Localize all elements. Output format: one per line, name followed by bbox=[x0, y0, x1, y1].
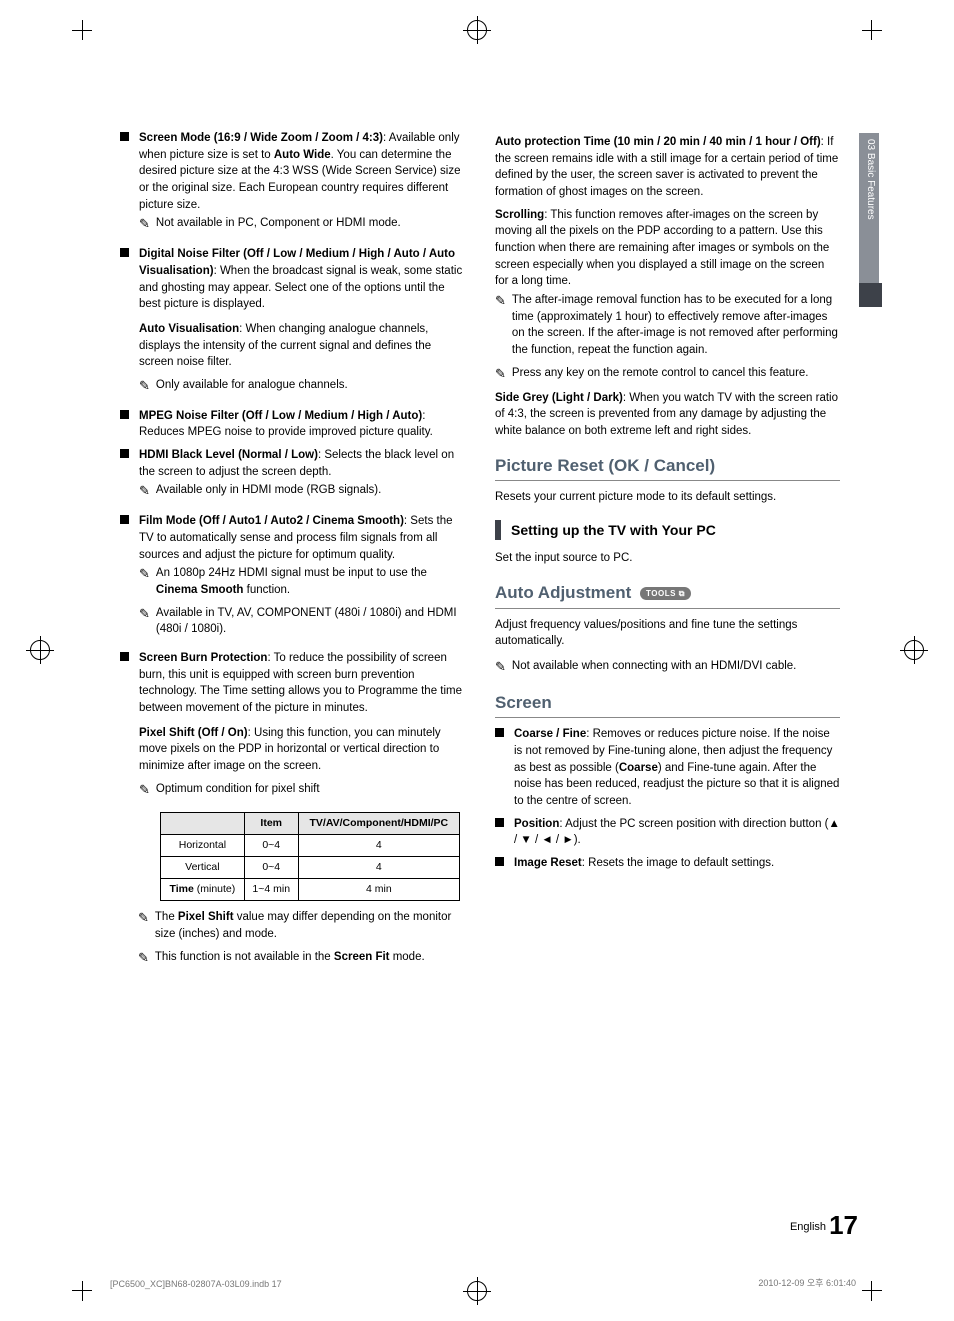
note-icon: ✎ bbox=[495, 658, 506, 677]
sub-title: Pixel Shift (Off / On) bbox=[139, 727, 248, 739]
note-icon: ✎ bbox=[138, 909, 149, 942]
heading-pc-setup: Setting up the TV with Your PC bbox=[495, 520, 840, 540]
item-mpeg: MPEG Noise Filter (Off / Low / Medium / … bbox=[120, 408, 465, 441]
heading-text: Setting up the TV with Your PC bbox=[511, 520, 716, 540]
note-text: The Pixel Shift value may differ dependi… bbox=[155, 909, 465, 942]
heading-picture-reset: Picture Reset (OK / Cancel) bbox=[495, 454, 840, 482]
table-cell: 0~4 bbox=[244, 834, 298, 856]
note-text: Optimum condition for pixel shift bbox=[156, 781, 320, 800]
note-text: Only available for analogue channels. bbox=[156, 377, 348, 396]
page-num-value: 17 bbox=[829, 1210, 858, 1240]
bullet-icon bbox=[120, 449, 129, 458]
item-screen-mode: Screen Mode (16:9 / Wide Zoom / Zoom / 4… bbox=[120, 130, 465, 240]
item-title: Coarse / Fine bbox=[514, 728, 586, 740]
bullet-icon bbox=[120, 652, 129, 661]
item-image-reset: Image Reset: Resets the image to default… bbox=[495, 855, 840, 872]
note-text: An 1080p 24Hz HDMI signal must be input … bbox=[156, 565, 465, 598]
bullet-icon bbox=[120, 132, 129, 141]
table-row: Horizontal 0~4 4 bbox=[161, 834, 460, 856]
tools-badge: TOOLS ⧉ bbox=[640, 587, 691, 601]
item-title: MPEG Noise Filter (Off / Low / Medium / … bbox=[139, 410, 422, 422]
item-title: Screen Burn Protection bbox=[139, 652, 267, 664]
note-icon: ✎ bbox=[495, 292, 506, 359]
note-icon: ✎ bbox=[139, 377, 150, 396]
table-cell: Time (minute) bbox=[161, 879, 245, 901]
note: ✎ Not available when connecting with an … bbox=[495, 658, 840, 677]
bold-text: Coarse bbox=[619, 762, 658, 774]
section-body: Set the input source to PC. bbox=[495, 550, 840, 567]
bullet-icon bbox=[495, 818, 504, 827]
bullet-icon bbox=[495, 857, 504, 866]
table-cell: 4 bbox=[298, 856, 459, 878]
item-title: Screen Mode (16:9 / Wide Zoom / Zoom / 4… bbox=[139, 132, 383, 144]
table-cell: 4 bbox=[298, 834, 459, 856]
bold-text: Auto Wide bbox=[274, 149, 331, 161]
bullet-icon bbox=[120, 410, 129, 419]
item-body: : Adjust the PC screen position with dir… bbox=[514, 818, 840, 847]
item-title: HDMI Black Level (Normal / Low) bbox=[139, 449, 318, 461]
footer-right: 2010-12-09 오후 6:01:40 bbox=[758, 1276, 856, 1289]
table-header: TV/AV/Component/HDMI/PC bbox=[298, 812, 459, 834]
note-text: The after-image removal function has to … bbox=[512, 292, 840, 359]
table-cell: Horizontal bbox=[161, 834, 245, 856]
note-icon: ✎ bbox=[139, 215, 150, 234]
left-column: Screen Mode (16:9 / Wide Zoom / Zoom / 4… bbox=[120, 130, 465, 974]
note-icon: ✎ bbox=[139, 605, 150, 638]
table-cell: 1~4 min bbox=[244, 879, 298, 901]
table-row: Time (minute) 1~4 min 4 min bbox=[161, 879, 460, 901]
right-column: Auto protection Time (10 min / 20 min / … bbox=[495, 130, 840, 974]
note-icon: ✎ bbox=[139, 781, 150, 800]
item-title: Auto protection Time (10 min / 20 min / … bbox=[495, 136, 821, 148]
note-text: Not available when connecting with an HD… bbox=[512, 658, 796, 677]
note: ✎ The Pixel Shift value may differ depen… bbox=[138, 909, 465, 942]
item-body: : This function removes after-images on … bbox=[495, 209, 829, 288]
heading-auto-adjustment: Auto Adjustment TOOLS ⧉ bbox=[495, 581, 840, 609]
note: ✎ This function is not available in the … bbox=[138, 949, 465, 968]
item-film-mode: Film Mode (Off / Auto1 / Auto2 / Cinema … bbox=[120, 513, 465, 644]
section-body: Adjust frequency values/positions and fi… bbox=[495, 617, 840, 650]
bullet-icon bbox=[120, 515, 129, 524]
item-title: Position bbox=[514, 818, 559, 830]
item-body: : Resets the image to default settings. bbox=[582, 857, 774, 869]
footer-left: [PC6500_XC]BN68-02807A-03L09.indb 17 bbox=[110, 1279, 282, 1289]
item-title: Side Grey (Light / Dark) bbox=[495, 392, 623, 404]
item-position: Position: Adjust the PC screen position … bbox=[495, 816, 840, 849]
note-text: Not available in PC, Component or HDMI m… bbox=[156, 215, 401, 234]
note-icon: ✎ bbox=[495, 365, 506, 384]
table-row: Vertical 0~4 4 bbox=[161, 856, 460, 878]
bullet-icon bbox=[120, 248, 129, 257]
sub-title: Auto Visualisation bbox=[139, 323, 239, 335]
item-title: Scrolling bbox=[495, 209, 544, 221]
table-cell: Vertical bbox=[161, 856, 245, 878]
table-cell: 0~4 bbox=[244, 856, 298, 878]
item-coarse-fine: Coarse / Fine: Removes or reduces pictur… bbox=[495, 726, 840, 809]
item-side-grey: Side Grey (Light / Dark): When you watch… bbox=[495, 390, 840, 440]
bullet-icon bbox=[495, 728, 504, 737]
note-text: Available only in HDMI mode (RGB signals… bbox=[156, 482, 381, 501]
heading-text: Auto Adjustment bbox=[495, 583, 631, 602]
heading-screen: Screen bbox=[495, 691, 840, 719]
note-icon: ✎ bbox=[139, 565, 150, 598]
heading-accent bbox=[495, 520, 501, 540]
item-screen-burn: Screen Burn Protection: To reduce the po… bbox=[120, 650, 465, 806]
section-body: Resets your current picture mode to its … bbox=[495, 489, 840, 506]
page-number: English 17 bbox=[790, 1210, 858, 1241]
table-header: Item bbox=[244, 812, 298, 834]
table-header bbox=[161, 812, 245, 834]
item-digital-noise: Digital Noise Filter (Off / Low / Medium… bbox=[120, 246, 465, 402]
pixel-shift-table: Item TV/AV/Component/HDMI/PC Horizontal … bbox=[160, 812, 460, 902]
item-title: Film Mode (Off / Auto1 / Auto2 / Cinema … bbox=[139, 515, 404, 527]
note-text: This function is not available in the Sc… bbox=[155, 949, 425, 968]
item-hdmi-black: HDMI Black Level (Normal / Low): Selects… bbox=[120, 447, 465, 507]
item-title: Image Reset bbox=[514, 857, 582, 869]
page-label: English bbox=[790, 1221, 826, 1233]
item-scrolling: Scrolling: This function removes after-i… bbox=[495, 207, 840, 384]
note-icon: ✎ bbox=[139, 482, 150, 501]
item-auto-protection: Auto protection Time (10 min / 20 min / … bbox=[495, 134, 840, 201]
table-cell: 4 min bbox=[298, 879, 459, 901]
note-icon: ✎ bbox=[138, 949, 149, 968]
note-text: Press any key on the remote control to c… bbox=[512, 365, 809, 384]
note-text: Available in TV, AV, COMPONENT (480i / 1… bbox=[156, 605, 465, 638]
